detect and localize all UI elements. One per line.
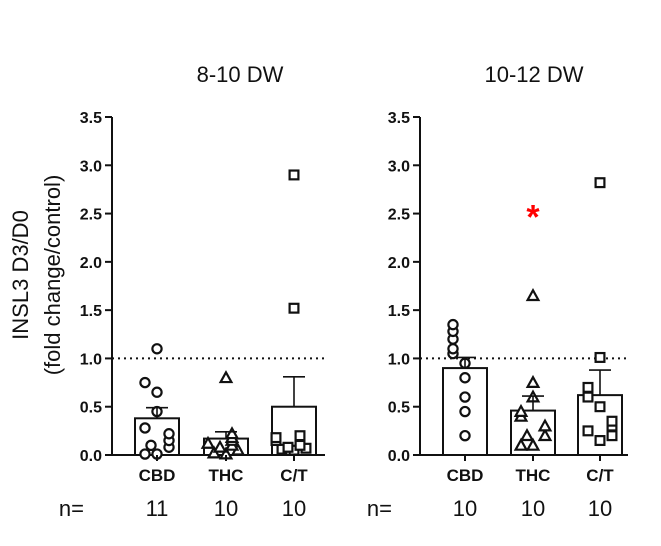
y-tick-label: 0.5 [388, 400, 410, 417]
data-point [606, 430, 618, 442]
data-point [447, 318, 459, 331]
data-point [288, 302, 300, 314]
data-point [200, 435, 216, 449]
y-tick-label: 1.0 [80, 351, 102, 368]
y-tick-label: 2.0 [388, 255, 410, 272]
data-point [151, 386, 163, 398]
significance-marker: * [526, 198, 540, 236]
y-tick-label: 3.0 [80, 158, 102, 175]
data-point [447, 343, 459, 355]
data-point [537, 428, 553, 442]
n-count: 10 [453, 496, 477, 521]
data-point [224, 426, 240, 440]
data-point [459, 429, 471, 442]
x-tick-label: C/T [586, 466, 614, 485]
data-point [459, 405, 471, 418]
data-point [606, 415, 618, 427]
data-point [582, 391, 594, 403]
n-label: n= [367, 496, 392, 521]
data-point [513, 403, 529, 417]
data-point [525, 437, 541, 451]
data-point [294, 430, 306, 442]
x-tick-label: THC [209, 466, 244, 485]
y-tick-label: 0.0 [80, 448, 102, 465]
y-tick-label: 0.0 [388, 448, 410, 465]
data-point [151, 343, 163, 355]
data-point [537, 418, 553, 432]
y-tick-label: 1.0 [388, 351, 410, 368]
n-count: 10 [588, 496, 612, 521]
y-tick-label: 2.0 [80, 255, 102, 272]
y-tick-label: 1.5 [388, 303, 410, 320]
x-tick-label: CBD [139, 466, 176, 485]
y-axis-label-line2: (fold change/control) [40, 175, 65, 376]
data-point [212, 439, 228, 453]
data-point [139, 448, 151, 460]
data-point [282, 441, 294, 453]
data-point [288, 169, 300, 181]
data-point [163, 428, 175, 440]
panel-10-12-dw: 10-12 DW 0.0 0.5 1.0 1.5 2.0 2.5 3.0 3.5 CBD 10 THC… [367, 62, 628, 521]
y-axis-label-line1: INSL3 D3/D0 [8, 210, 33, 340]
panel-title: 8-10 DW [197, 62, 284, 87]
y-tick-label: 2.5 [388, 207, 410, 224]
data-point [582, 425, 594, 437]
data-point [145, 439, 157, 452]
data-point [519, 428, 535, 442]
n-count: 10 [282, 496, 306, 521]
data-point [594, 435, 606, 447]
data-point [594, 401, 606, 413]
y-tick-label: 2.5 [80, 207, 102, 224]
n-label: n= [59, 496, 84, 521]
data-point [594, 351, 606, 363]
n-count: 10 [521, 496, 545, 521]
data-point [139, 376, 151, 389]
y-tick-label: 3.0 [388, 158, 410, 175]
y-axis-label: INSL3 D3/D0 (fold change/control) [8, 175, 65, 376]
x-tick-label: THC [516, 466, 551, 485]
data-point [525, 287, 541, 302]
y-tick-label: 1.5 [80, 303, 102, 320]
data-point [459, 391, 471, 403]
data-point [459, 372, 471, 384]
data-point [513, 437, 529, 451]
panel-title: 10-12 DW [484, 62, 583, 87]
y-tick-label: 3.5 [388, 110, 410, 127]
data-point [270, 432, 282, 444]
n-count: 10 [214, 496, 238, 521]
y-tick-label: 0.5 [80, 400, 102, 417]
x-tick-label: C/T [280, 466, 308, 485]
data-point [594, 177, 606, 189]
data-point [218, 370, 234, 384]
data-point [582, 381, 594, 393]
n-count: 11 [146, 496, 169, 521]
x-tick-label: CBD [447, 466, 484, 485]
panel-8-10-dw: 8-10 DW 0.0 0.5 1.0 1.5 2.0 2.5 3.0 3.5 CBD 11 THC 1… [59, 62, 325, 521]
data-point [139, 422, 151, 434]
data-point [294, 439, 306, 451]
y-tick-label: 3.5 [80, 110, 102, 127]
data-point [525, 374, 541, 388]
